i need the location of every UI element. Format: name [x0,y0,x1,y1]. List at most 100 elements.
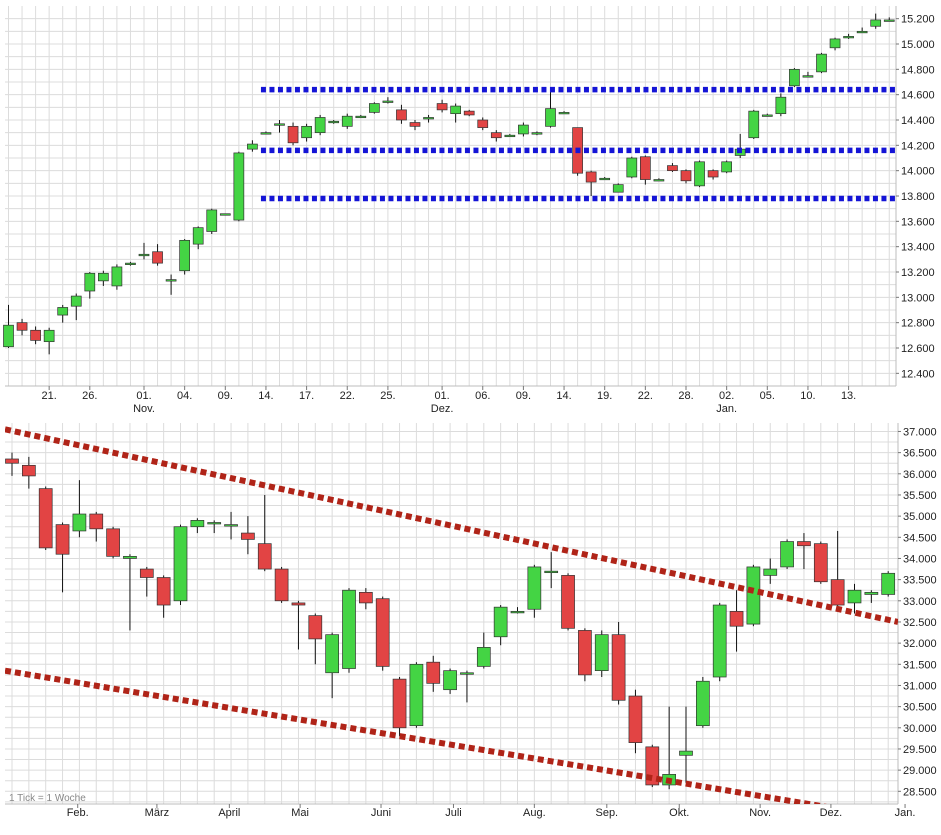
candle [763,558,778,584]
candle-body-up [355,115,367,119]
x-tick-label: 04. [177,390,192,402]
candle-body-down [639,156,651,180]
candle [375,596,390,671]
candle [653,178,665,182]
candle [152,244,163,266]
candle-body-up [746,566,761,625]
x-tick-label: Dez. [820,807,843,819]
y-tick-label: 15.200 [901,14,935,26]
candle-body-up [829,38,841,49]
candle [460,670,474,703]
candle-body-down [55,524,70,555]
candle-body-up [314,117,326,134]
candle [667,163,678,172]
candle [712,602,727,682]
candle-body-down [16,322,28,331]
x-tick-label: Juli [445,807,462,819]
candle-body-up [247,143,258,150]
candle-body-down [308,615,323,640]
candle [260,131,272,135]
y-tick-label: 13.800 [901,191,935,203]
candle [748,109,760,139]
candle-body-down [106,528,120,557]
candle [864,590,879,603]
candle [179,239,190,275]
candle [707,169,719,180]
x-tick-label: 10. [800,390,815,402]
candle [558,111,570,115]
y-tick-label: 13.000 [901,292,935,304]
candle [802,71,814,78]
candle [291,600,306,650]
candle-body-down [30,329,41,341]
x-tick-label: April [218,807,240,819]
candle-body-up [233,152,245,221]
candle-body-down [89,513,104,530]
candle [518,122,529,137]
candle [30,326,41,345]
candle [746,564,761,627]
candle [829,37,841,51]
candle [721,160,733,174]
y-tick-label: 35.000 [903,511,937,523]
candle [16,318,28,336]
candle-body-up [545,108,556,127]
candle-body-up [626,157,638,178]
candle [369,102,380,114]
candle-body-down [287,125,299,144]
candle-body-up [179,239,190,272]
candle [883,17,895,22]
candle-body-up [816,53,827,73]
candle-body-up [775,96,787,115]
candle [813,541,828,584]
candle [476,632,491,669]
candle-body-up [599,177,611,181]
candle [139,566,154,597]
candle-body-down [257,543,272,570]
x-tick-label: 01. [434,390,449,402]
candle [695,677,710,728]
y-tick-label: 28.500 [903,786,937,798]
candle-body-up [694,161,705,187]
candle [207,520,222,534]
candle [881,571,896,597]
candle [89,511,104,542]
candle-body-down [463,110,475,116]
y-tick-label: 29.500 [903,744,937,756]
candle [436,99,448,113]
x-tick-label: Aug. [523,807,546,819]
candle [206,208,218,234]
candle-body-up [219,213,231,216]
candle-body-up [450,105,461,115]
x-tick-label: 05. [760,390,775,402]
candle [314,114,326,136]
candle-body-up [274,123,285,126]
candle-body-down [578,630,592,676]
y-tick-label: 14.200 [901,140,935,152]
candle [72,480,87,538]
x-tick-label: 14. [258,390,273,402]
candle-body-up [192,227,204,245]
candle-body-up [761,114,773,117]
candle-body-up [72,513,87,532]
candle-body-up [328,120,340,124]
candle-body-up [531,132,543,135]
candle [594,630,609,677]
candle-body-up [780,541,794,568]
chart-panel-1: 12.400 12.600 12.800 13.000 13.200 13.400 13.6… [3,6,935,415]
candle-body-up [409,663,424,727]
candle [57,304,69,323]
y-tick-label: 13.400 [901,242,935,254]
x-tick-label: 09. [516,390,531,402]
candle-body-up [224,524,238,527]
candle-body-down [797,541,811,547]
candle [173,524,188,606]
chart-panel-2: 28.500 29.000 29.500 30.000 30.500 31.000 31.5… [5,423,937,819]
candle [578,628,592,682]
candle [510,607,525,614]
candle-body-up [43,329,55,343]
x-tick-label: März [145,807,169,819]
candle [247,140,258,152]
candle [111,264,123,290]
